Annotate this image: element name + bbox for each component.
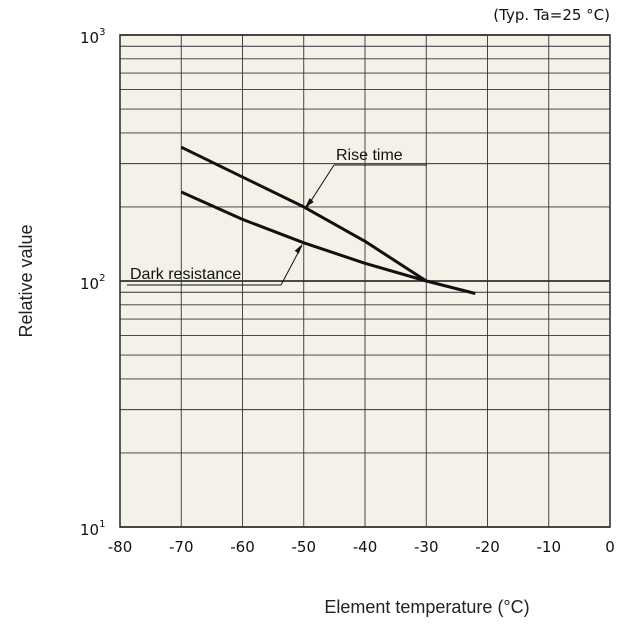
series-line-dark-resistance bbox=[180, 190, 476, 295]
x-tick-label: -50 bbox=[292, 538, 317, 556]
callouts: Rise time Dark resistance bbox=[127, 147, 427, 286]
rise-time-label: Rise time bbox=[336, 147, 403, 164]
x-tick-label: -30 bbox=[414, 538, 439, 556]
grid bbox=[119, 34, 611, 528]
x-tick-label: -10 bbox=[537, 538, 562, 556]
x-tick-label: -80 bbox=[108, 538, 133, 556]
series-line-rise-time bbox=[180, 145, 428, 283]
x-tick-label: -40 bbox=[353, 538, 378, 556]
plot-frame bbox=[119, 34, 611, 528]
x-tick-labels: -80 -70 -60 -50 -40 -30 -20 -10 0 bbox=[108, 538, 615, 556]
note-label: (Typ. Ta=25 °C) bbox=[493, 6, 610, 24]
y-tick-label: 101 bbox=[80, 519, 105, 539]
x-tick-label: -70 bbox=[169, 538, 194, 556]
x-tick-label: -60 bbox=[230, 538, 255, 556]
rise-time-arrowhead bbox=[304, 197, 314, 208]
series-lines bbox=[180, 145, 476, 295]
x-axis-title: Element temperature (°C) bbox=[324, 597, 529, 617]
y-axis-title: Relative value bbox=[16, 224, 36, 337]
y-tick-label: 102 bbox=[80, 273, 105, 293]
y-tick-label: 103 bbox=[80, 27, 105, 47]
x-tick-label: -20 bbox=[475, 538, 500, 556]
dark-resistance-label: Dark resistance bbox=[130, 266, 241, 283]
dark-resistance-arrowhead bbox=[294, 243, 303, 254]
x-tick-label: 0 bbox=[605, 538, 615, 556]
y-tick-labels: 101 102 103 bbox=[80, 27, 105, 539]
